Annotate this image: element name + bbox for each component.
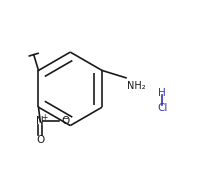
Text: O: O bbox=[36, 135, 45, 145]
Text: H: H bbox=[158, 88, 166, 97]
Text: +: + bbox=[41, 113, 47, 122]
Text: NH₂: NH₂ bbox=[127, 80, 146, 91]
Text: Cl: Cl bbox=[157, 103, 167, 113]
Text: O: O bbox=[61, 116, 69, 126]
Text: N: N bbox=[36, 116, 44, 126]
Text: −: − bbox=[61, 114, 68, 123]
